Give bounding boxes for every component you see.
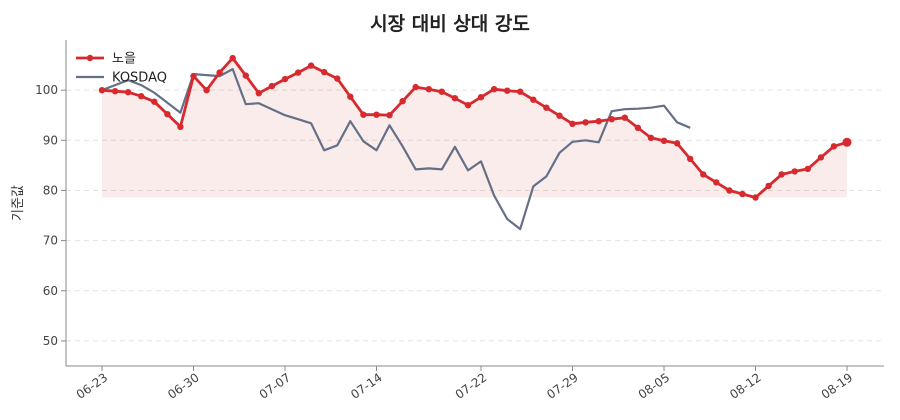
point-노을-08-10 [726, 187, 733, 194]
point-노을-07-10 [321, 68, 328, 76]
point-노을-07-16 [399, 98, 406, 105]
x-tick-label-06-23: 06-23 [74, 370, 111, 401]
chart-title: 시장 대비 상대 강도 [370, 13, 530, 35]
point-노을-07-23 [490, 86, 498, 93]
point-노을-06-28 [164, 111, 171, 118]
point-노을-08-12 [752, 194, 759, 201]
y-tick-label-60: 60 [43, 284, 58, 298]
point-노을-07-31 [595, 118, 602, 125]
point-노을-08-17 [817, 154, 825, 161]
point-노을-07-03 [229, 54, 236, 62]
point-노을-08-04 [647, 134, 655, 141]
point-노을-07-27 [543, 104, 550, 111]
point-노을-07-24 [504, 87, 511, 94]
point-노을-06-24 [111, 88, 119, 95]
point-노을-07-18 [425, 86, 432, 93]
y-tick-label-100: 100 [35, 83, 58, 97]
point-노을-08-14 [778, 171, 785, 178]
point-노을-08-08 [700, 171, 707, 178]
point-노을-07-06 [268, 82, 276, 90]
grid-lines [66, 89, 884, 342]
y-axis-label: 기준값 [11, 185, 26, 221]
point-노을-07-12 [347, 93, 354, 100]
point-노을-06-30 [190, 72, 197, 80]
legend-marker-노을 [86, 54, 94, 62]
point-노을-08-06 [673, 140, 681, 147]
point-노을-08-09 [713, 179, 720, 186]
point-노을-06-27 [151, 98, 158, 105]
point-노을-07-15 [386, 112, 393, 119]
point-노을-07-28 [556, 112, 563, 119]
series-line-노을 [101, 56, 848, 199]
legend: 노을 KOSDAQ [76, 52, 167, 86]
y-tick-label-70: 70 [43, 234, 58, 248]
point-노을-08-02 [621, 114, 628, 121]
series-line-KOSDAQ [101, 68, 691, 231]
point-노을-06-23 [98, 87, 106, 94]
point-노을-07-26 [530, 96, 537, 103]
point-노을-06-29 [177, 123, 184, 130]
point-노을-07-02 [216, 69, 223, 76]
point-노을-07-30 [582, 119, 589, 126]
point-노을-07-05 [255, 90, 262, 97]
point-노을-07-17 [412, 83, 419, 91]
series-lines [101, 56, 848, 231]
point-노을-07-29 [569, 120, 576, 128]
point-노을-07-01 [203, 87, 210, 94]
point-노을-07-21 [464, 102, 472, 109]
x-tick-label-08-12: 08-12 [727, 370, 764, 401]
point-노을-07-22 [477, 94, 485, 101]
point-노을-07-25 [517, 88, 524, 95]
point-노을-07-14 [373, 111, 380, 118]
point-노을-07-09 [307, 62, 315, 69]
y-tick-label-80: 80 [43, 183, 58, 197]
area-fill-노을 [102, 58, 847, 198]
y-tick-label-90: 90 [43, 133, 58, 147]
point-노을-07-20 [451, 95, 459, 102]
point-노을-08-05 [660, 137, 668, 144]
point-노을-07-19 [438, 88, 445, 95]
point-노을-08-15 [791, 168, 798, 175]
point-노을-07-08 [294, 69, 302, 76]
series-points [98, 54, 852, 201]
point-노을-07-11 [334, 75, 341, 82]
point-노을-06-26 [138, 93, 145, 100]
x-tick-label-07-07: 07-07 [257, 370, 294, 401]
axes [61, 40, 884, 371]
point-노을-08-18 [830, 143, 838, 150]
point-노을-07-04 [242, 72, 249, 79]
x-tick-label-07-29: 07-29 [544, 370, 581, 401]
point-노을-08-16 [804, 165, 811, 173]
legend-label-KOSDAQ: KOSDAQ [112, 71, 167, 86]
point-노을-08-03 [634, 124, 642, 131]
point-노을-08-19 [842, 137, 852, 147]
x-tick-label-08-19: 08-19 [819, 370, 856, 401]
point-노을-07-07 [281, 75, 289, 83]
x-tick-label-06-30: 06-30 [165, 370, 202, 401]
x-tick-label-08-05: 08-05 [636, 370, 673, 401]
legend-label-노을: 노을 [112, 52, 136, 67]
area-fill [102, 58, 847, 198]
point-노을-06-25 [124, 89, 132, 96]
x-tick-label-07-22: 07-22 [453, 370, 490, 401]
point-노을-07-13 [360, 111, 367, 118]
point-노을-08-07 [687, 155, 694, 163]
point-노을-08-01 [608, 116, 615, 123]
point-노을-08-11 [739, 190, 746, 198]
x-tick-label-07-14: 07-14 [348, 370, 385, 401]
point-노을-08-13 [765, 182, 772, 190]
y-tick-label-50: 50 [43, 334, 58, 348]
